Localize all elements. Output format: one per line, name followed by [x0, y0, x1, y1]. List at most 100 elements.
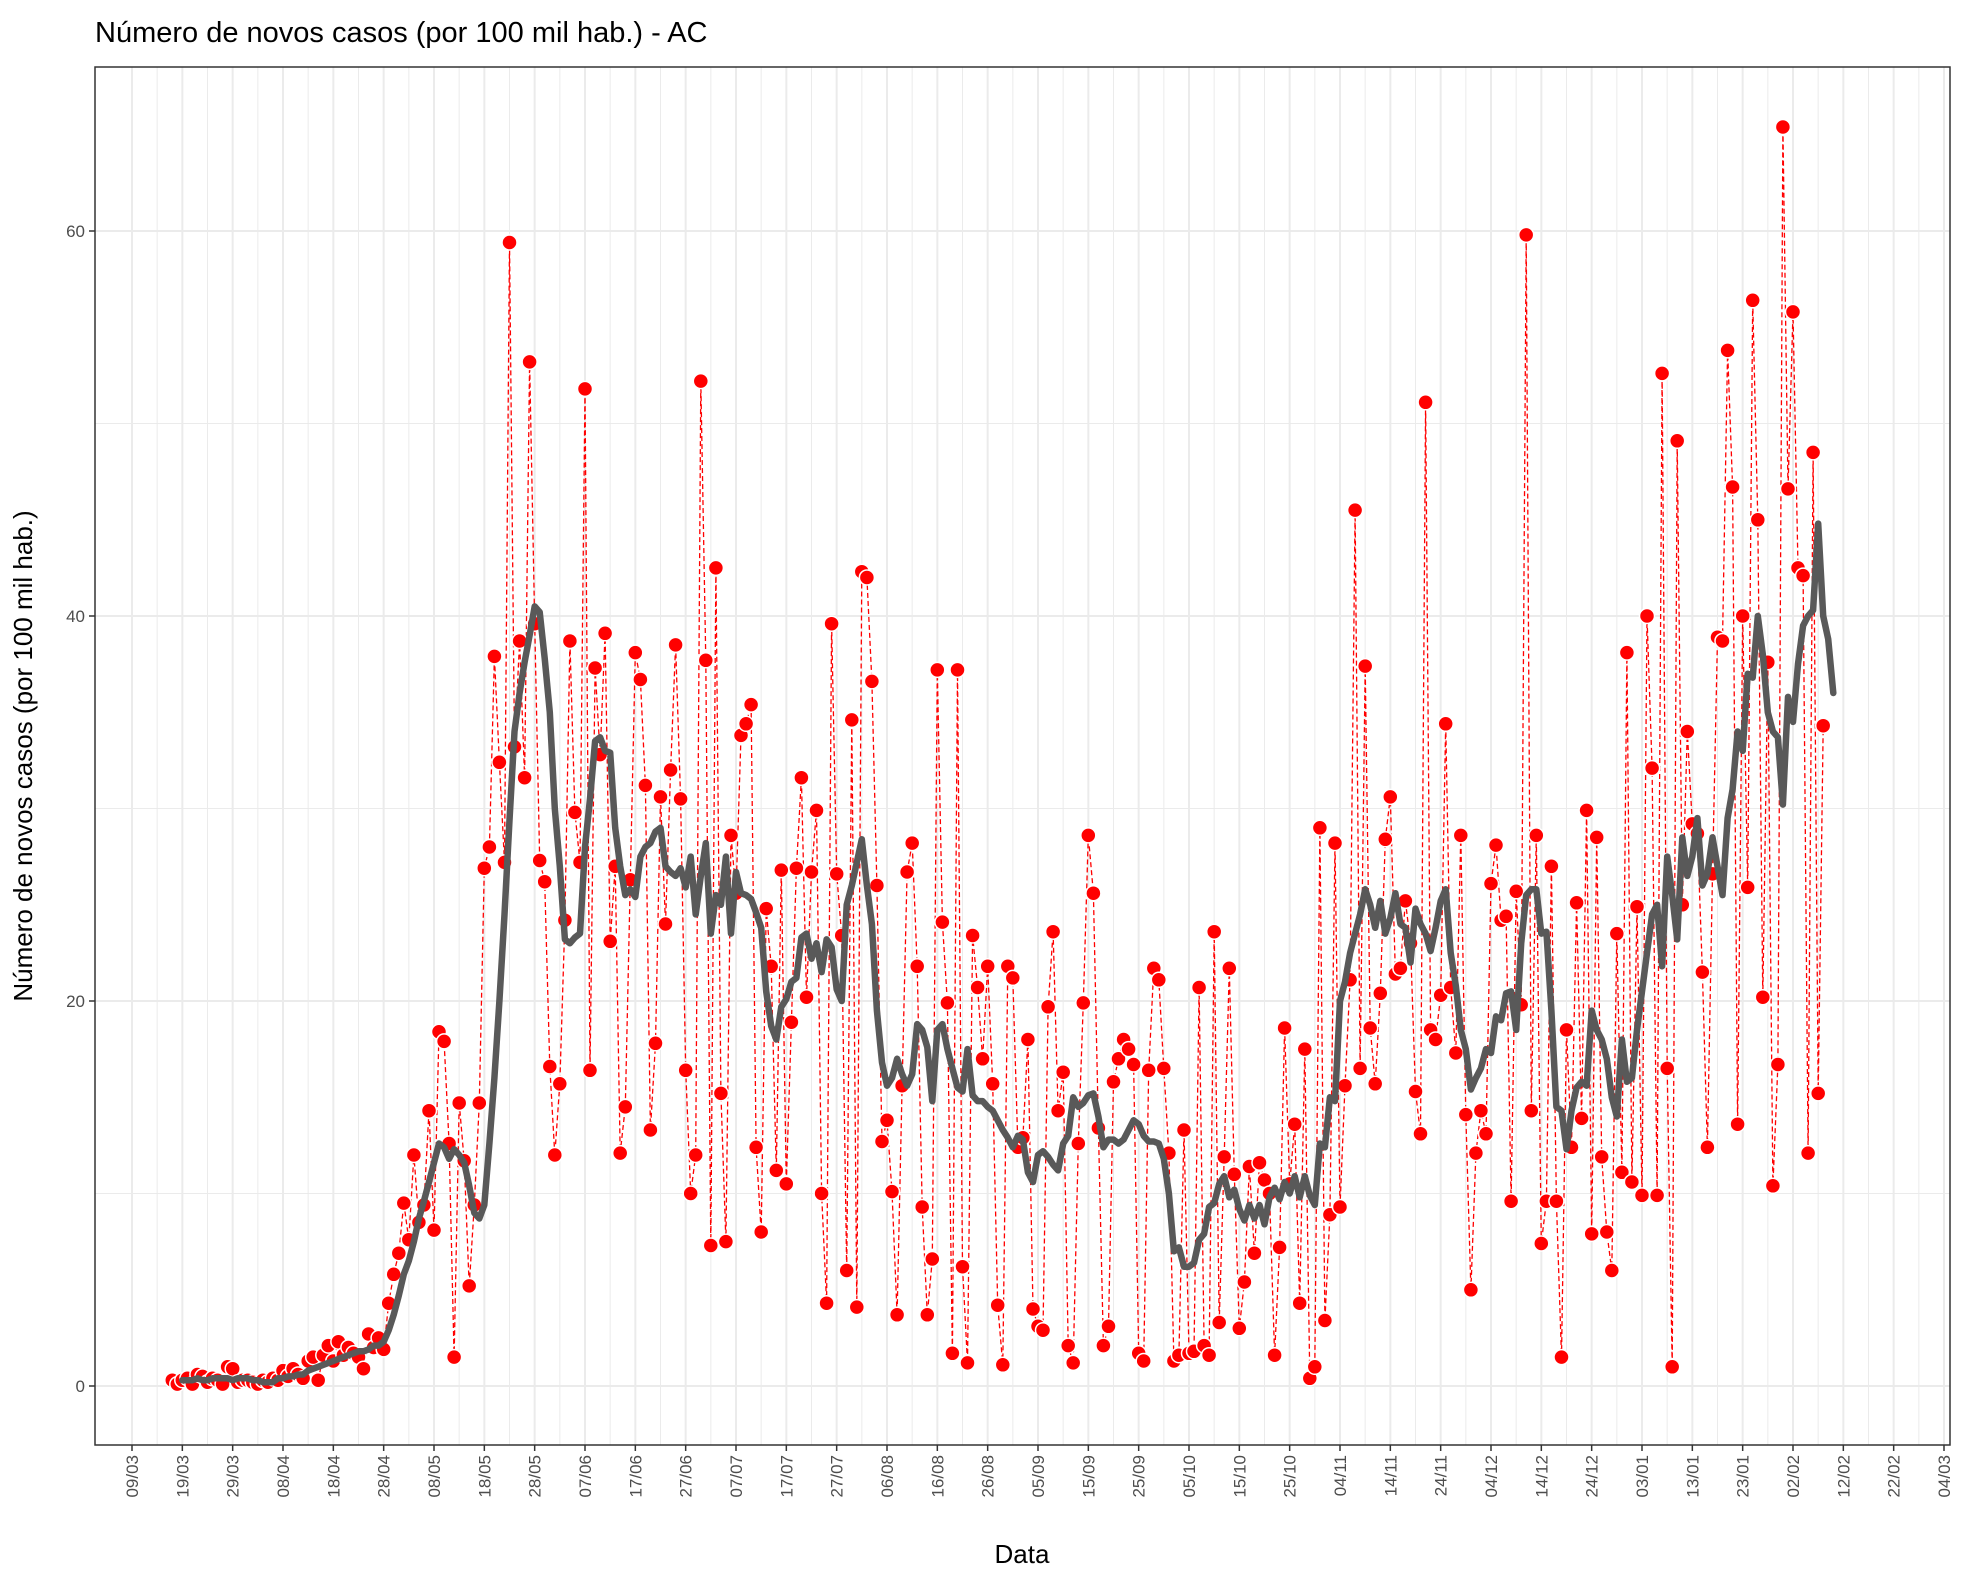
- daily-cases-point: [516, 769, 533, 786]
- daily-cases-point: [1331, 1198, 1349, 1216]
- daily-cases-point: [1628, 898, 1646, 915]
- daily-cases-point: [521, 353, 538, 371]
- daily-cases-point: [476, 859, 493, 877]
- daily-cases-point: [818, 1294, 835, 1312]
- daily-cases-point: [1095, 1337, 1112, 1354]
- daily-cases-point: [1351, 1060, 1369, 1077]
- daily-cases-point: [949, 661, 966, 679]
- x-tick-label: 28/04: [375, 1455, 394, 1498]
- daily-cases-point: [677, 1062, 694, 1079]
- daily-cases-point: [1437, 715, 1454, 733]
- daily-cases-point: [898, 863, 916, 881]
- y-tick-label: 0: [76, 1377, 85, 1396]
- daily-cases-point: [1719, 342, 1736, 359]
- daily-cases-point: [1346, 501, 1364, 519]
- daily-cases-point: [1749, 511, 1767, 529]
- daily-cases-point: [1336, 1077, 1354, 1094]
- x-tick-label: 05/10: [1180, 1455, 1199, 1498]
- daily-cases-point: [1734, 607, 1751, 625]
- daily-cases-point: [1523, 1102, 1540, 1119]
- daily-cases-point: [1372, 985, 1389, 1002]
- daily-cases-point: [752, 1223, 770, 1241]
- daily-cases-point: [757, 900, 775, 917]
- daily-cases-point: [1019, 1031, 1037, 1048]
- x-tick-label: 14/11: [1381, 1455, 1400, 1496]
- daily-cases-point: [788, 859, 805, 877]
- daily-cases-point: [1135, 1352, 1152, 1370]
- x-tick-label: 24/12: [1583, 1455, 1602, 1498]
- daily-cases-point: [1210, 1314, 1228, 1331]
- y-tick-label: 20: [66, 992, 85, 1011]
- daily-cases-point: [576, 380, 594, 398]
- daily-cases-point: [586, 659, 604, 677]
- daily-cases-point: [1477, 1125, 1495, 1143]
- x-tick-label: 18/04: [324, 1455, 343, 1498]
- daily-cases-point: [1784, 303, 1802, 321]
- daily-cases-point: [1754, 988, 1772, 1006]
- daily-cases-point: [903, 834, 921, 852]
- daily-cases-point: [1221, 960, 1238, 977]
- daily-cases-point: [1276, 1019, 1293, 1037]
- daily-cases-point: [486, 648, 503, 665]
- daily-cases-point: [1779, 480, 1797, 498]
- x-tick-label: 15/09: [1079, 1455, 1098, 1498]
- daily-cases-point: [1140, 1062, 1157, 1079]
- daily-cases-point: [1799, 1144, 1817, 1162]
- daily-cases-point: [1583, 1225, 1600, 1243]
- y-axis: 0 20 40 60: [66, 222, 95, 1396]
- daily-cases-point: [672, 790, 689, 808]
- daily-cases-point: [1316, 1312, 1334, 1329]
- daily-cases-point: [798, 988, 815, 1006]
- daily-cases-point: [768, 1162, 785, 1179]
- daily-cases-point: [974, 1050, 991, 1068]
- daily-cases-point: [1573, 1110, 1590, 1127]
- x-tick-label: 07/07: [727, 1455, 746, 1498]
- daily-cases-point: [1804, 444, 1822, 461]
- daily-cases-point: [1361, 1019, 1379, 1037]
- x-tick-label: 24/11: [1432, 1455, 1451, 1496]
- daily-cases-point: [908, 958, 926, 975]
- daily-cases-point: [1291, 1294, 1308, 1312]
- daily-cases-point: [778, 1175, 795, 1193]
- major-gridlines-x: [131, 67, 1945, 1445]
- daily-cases-point: [1412, 1125, 1429, 1143]
- x-tick-label: 17/06: [626, 1455, 645, 1498]
- daily-cases-point: [1382, 788, 1399, 806]
- daily-cases-point: [637, 777, 654, 794]
- daily-cases-point: [712, 1085, 730, 1102]
- x-tick-label: 17/07: [777, 1455, 796, 1498]
- daily-cases-point: [355, 1360, 372, 1377]
- daily-cases-point: [924, 1250, 941, 1268]
- daily-cases-point: [808, 802, 825, 819]
- daily-cases-point: [1377, 831, 1394, 848]
- daily-cases-point: [1392, 960, 1409, 977]
- daily-cases-point: [1714, 632, 1731, 650]
- daily-cases-point: [1205, 923, 1223, 940]
- daily-cases-point: [1417, 394, 1434, 411]
- daily-cases-point: [707, 559, 725, 577]
- x-tick-label: 28/05: [526, 1455, 545, 1498]
- daily-cases-point: [501, 234, 518, 251]
- daily-cases-point: [1044, 923, 1062, 940]
- daily-cases-point: [1326, 834, 1344, 852]
- daily-cases-point: [531, 852, 548, 869]
- y-tick-label: 60: [66, 222, 85, 241]
- x-tick-label: 25/09: [1130, 1455, 1149, 1498]
- moving-average-line: [179, 520, 1837, 1386]
- daily-cases-point: [1774, 118, 1792, 136]
- daily-cases-point: [627, 644, 644, 661]
- daily-cases-point: [883, 1183, 901, 1200]
- daily-cases-point: [1200, 1346, 1218, 1364]
- daily-cases-point: [460, 1277, 478, 1295]
- daily-cases-point: [390, 1244, 408, 1262]
- daily-cases-point: [702, 1237, 720, 1254]
- daily-cases-point: [1543, 858, 1560, 875]
- daily-cases-point: [1059, 1337, 1077, 1354]
- daily-cases-point: [1558, 1021, 1575, 1039]
- daily-cases-point: [642, 1121, 659, 1139]
- daily-cases-point: [1643, 759, 1661, 777]
- x-tick-label: 27/07: [828, 1455, 847, 1498]
- daily-cases-point: [1744, 292, 1761, 309]
- daily-cases-point: [1694, 963, 1711, 981]
- daily-cases-point: [1507, 883, 1525, 900]
